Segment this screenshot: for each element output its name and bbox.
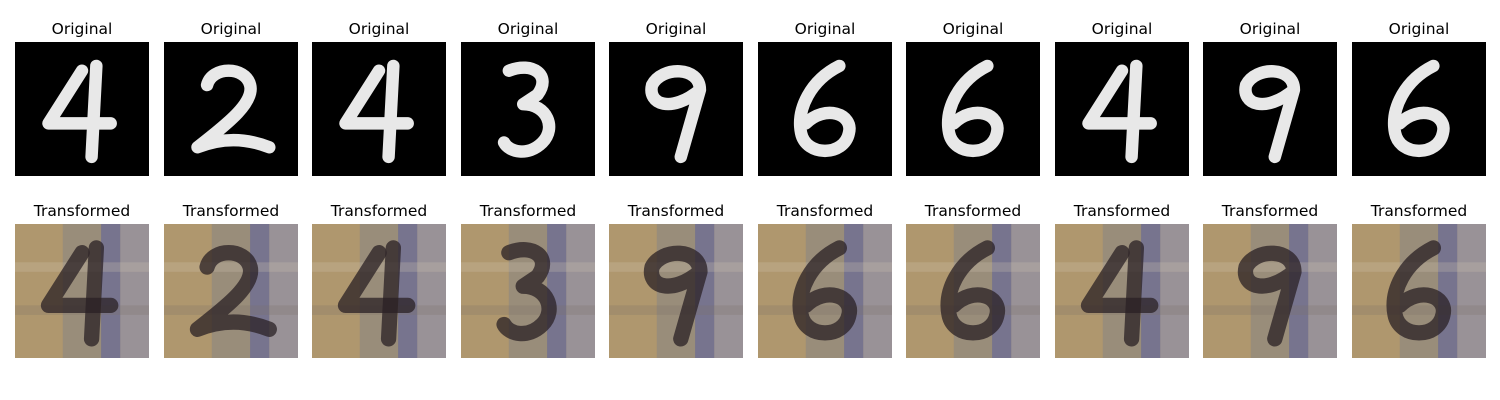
original-digit-image xyxy=(1203,42,1337,176)
original-panel-title: Original xyxy=(794,20,856,38)
original-panel-title: Original xyxy=(1239,20,1301,38)
original-panel-title: Original xyxy=(51,20,113,38)
transformed-panel-title: Transformed xyxy=(1370,202,1468,220)
original-digit-image xyxy=(1055,42,1189,176)
original-digit-image xyxy=(758,42,892,176)
transformed-panel-title: Transformed xyxy=(1073,202,1171,220)
transformed-panel-title: Transformed xyxy=(1221,202,1319,220)
original-panel-title: Original xyxy=(942,20,1004,38)
transformed-digit-image xyxy=(312,224,446,358)
original-digit-image xyxy=(906,42,1040,176)
original-digit-image xyxy=(609,42,743,176)
transformed-panel-title: Transformed xyxy=(479,202,577,220)
transformed-digit-image xyxy=(906,224,1040,358)
transformed-panel-title: Transformed xyxy=(33,202,131,220)
transformed-digit-image xyxy=(15,224,149,358)
original-panel-title: Original xyxy=(200,20,262,38)
transformed-panel-title: Transformed xyxy=(330,202,428,220)
transformed-digit-image xyxy=(1352,224,1486,358)
original-panel-title: Original xyxy=(1091,20,1153,38)
transformed-panel-title: Transformed xyxy=(182,202,280,220)
original-digit-image xyxy=(15,42,149,176)
original-panel-title: Original xyxy=(1388,20,1450,38)
original-panel-title: Original xyxy=(348,20,410,38)
original-panel-title: Original xyxy=(645,20,707,38)
original-digit-image xyxy=(312,42,446,176)
transformed-panel-title: Transformed xyxy=(776,202,874,220)
transformed-panel-title: Transformed xyxy=(924,202,1022,220)
original-digit-image xyxy=(164,42,298,176)
original-digit-image xyxy=(461,42,595,176)
original-panel-title: Original xyxy=(497,20,559,38)
transformed-digit-image xyxy=(164,224,298,358)
transformed-digit-image xyxy=(609,224,743,358)
transformed-panel-title: Transformed xyxy=(627,202,725,220)
transformed-digit-image xyxy=(1055,224,1189,358)
transformed-digit-image xyxy=(758,224,892,358)
transformed-digit-image xyxy=(461,224,595,358)
original-digit-image xyxy=(1352,42,1486,176)
transformed-digit-image xyxy=(1203,224,1337,358)
